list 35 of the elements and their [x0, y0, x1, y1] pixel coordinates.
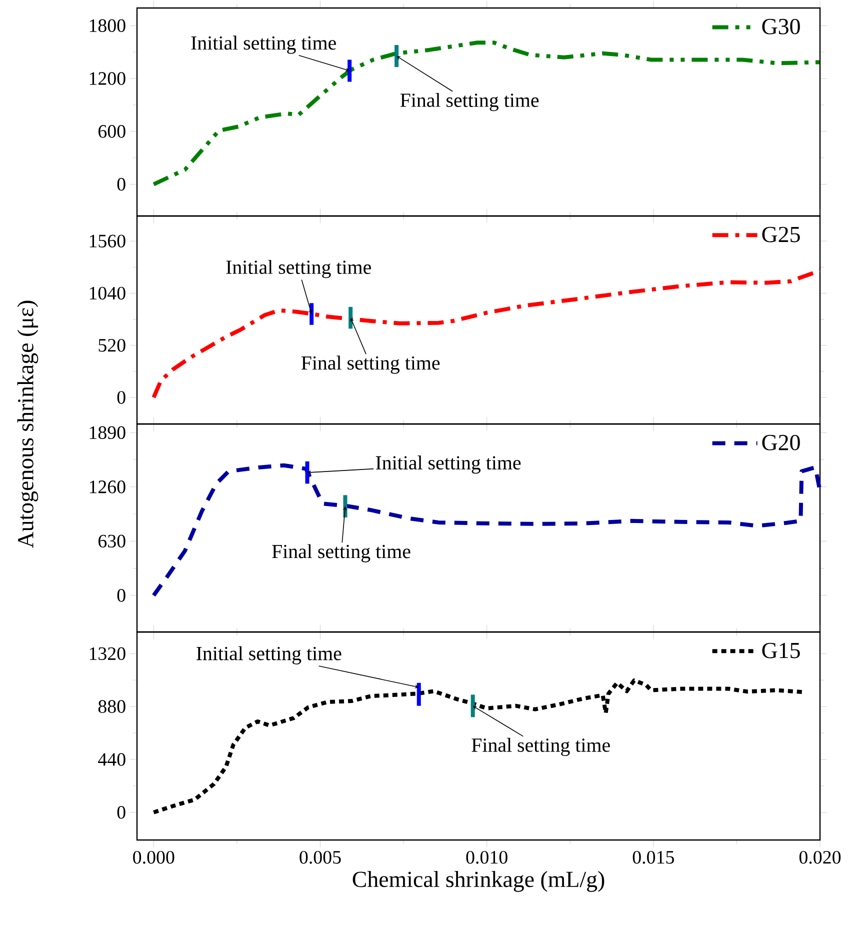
- annotation: Final setting time: [472, 738, 610, 756]
- x-tick-label: 0.000: [133, 850, 174, 864]
- annotation: Final setting time: [400, 92, 539, 112]
- y-axis-title: Autogenous shrinkage (με): [17, 300, 38, 548]
- x-tick-label: 0.005: [300, 850, 341, 864]
- legend-label: G15: [762, 642, 800, 658]
- annotation: Initial setting time: [191, 36, 336, 54]
- y-tick-label: 440: [98, 753, 126, 766]
- y-tick-label: 0: [117, 178, 126, 191]
- legend-label: G25: [762, 226, 800, 242]
- y-tick-label: 1200: [90, 72, 126, 85]
- legend-label: G30: [762, 18, 800, 34]
- y-tick-label: 1560: [90, 234, 126, 248]
- annotation: Final setting time: [301, 356, 440, 374]
- y-tick-label: 630: [98, 534, 126, 548]
- y-tick-label: 1040: [90, 286, 126, 300]
- y-tick-label: 0: [117, 806, 126, 819]
- annotation: Initial setting time: [376, 456, 521, 474]
- y-tick-label: 1890: [90, 426, 126, 440]
- y-tick-label: 1320: [90, 647, 126, 660]
- y-tick-label: 520: [98, 338, 126, 352]
- x-axis-title: Chemical shrinkage (mL/g): [352, 871, 604, 892]
- y-tick-label: 0: [117, 589, 126, 602]
- legend-label: G20: [762, 434, 800, 450]
- y-tick-label: 1260: [90, 480, 126, 494]
- annotation: Final setting time: [272, 544, 410, 562]
- annotation: Initial setting time: [196, 646, 342, 664]
- y-tick-label: 0: [117, 391, 126, 404]
- x-tick-label: 0.020: [799, 850, 841, 864]
- y-tick-label: 880: [98, 700, 126, 713]
- y-tick-label: 600: [98, 125, 126, 138]
- x-tick-label: 0.010: [466, 850, 508, 864]
- annotation: Initial setting time: [226, 260, 371, 278]
- y-tick-label: 1800: [90, 19, 126, 32]
- x-tick-label: 0.015: [632, 850, 674, 864]
